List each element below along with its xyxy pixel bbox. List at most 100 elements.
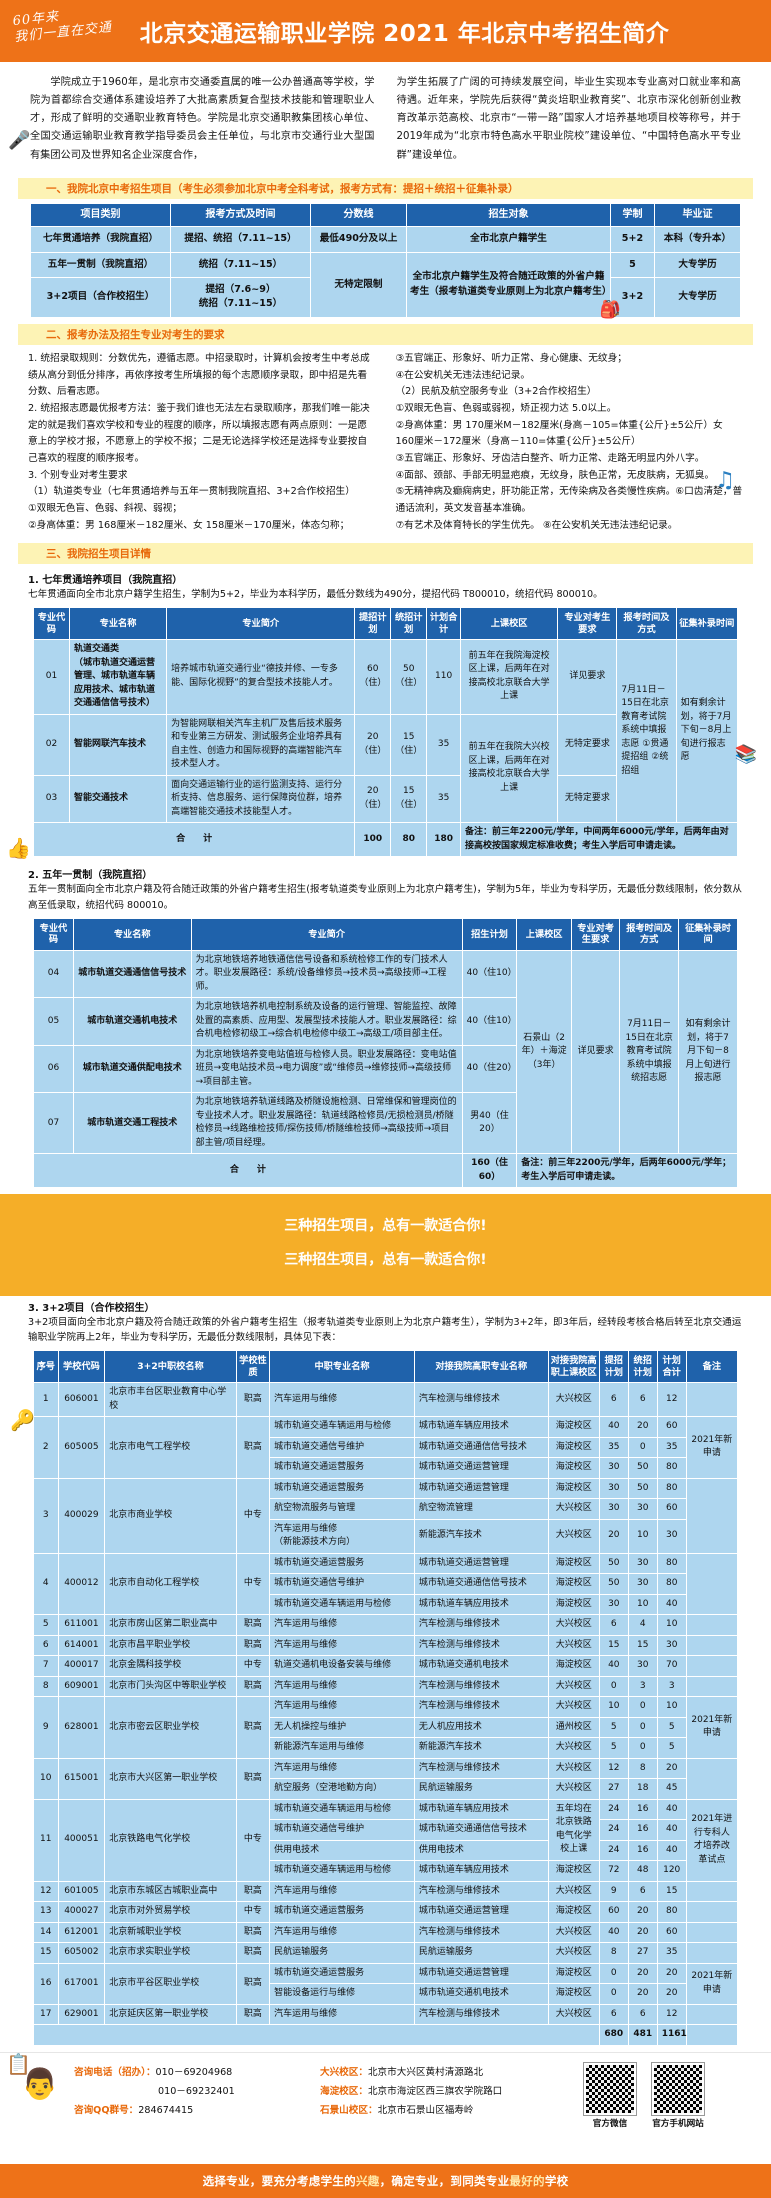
table-cell: 中专 <box>235 1901 271 1923</box>
table-cell: 3 <box>33 1477 59 1554</box>
table-cell <box>685 1901 739 1923</box>
table-cell: 职高 <box>235 1921 271 1944</box>
table-cell: 24 <box>598 1839 629 1862</box>
table-cell: 7月11日－15日在北京教育考试院系统中填报统招志愿 <box>619 949 680 1155</box>
table-cell: 11 <box>33 1798 59 1882</box>
table-cell: 合 计 <box>33 1153 463 1189</box>
table-cell: 职高 <box>235 1416 271 1479</box>
table-cell: 职高 <box>235 1696 271 1759</box>
table-cell: 40 <box>598 1655 629 1677</box>
table-cell <box>685 2024 739 2046</box>
table-cell: 北京市商业学校 <box>104 1477 237 1554</box>
table-cell: 16 <box>627 1819 658 1841</box>
table-cell: 20 <box>627 1416 658 1438</box>
table-cell: 160（住60） <box>461 1153 518 1189</box>
table-cell: 30 <box>656 1518 687 1554</box>
table-cell: 中专 <box>235 1552 271 1616</box>
table-cell: 城市轨道交通通信信号技术 <box>413 1436 549 1459</box>
table-cell: 汽车检测与维修技术 <box>413 1675 549 1698</box>
table-cell: 民航运输服务 <box>413 1942 549 1964</box>
table-cell: 本科（专升本） <box>654 226 741 253</box>
requirement-line: 1. 统招录取规则：分数优先，遵循志愿。中招录取时，计算机会按考生中考总成绩从高… <box>28 352 370 398</box>
table-cell: 五年均在北京铁路电气化学校上课 <box>547 1798 600 1862</box>
bottom-post: 学校 <box>544 2173 569 2188</box>
table-cell: 汽车运用与维修 <box>269 1382 415 1418</box>
table-cell: 0 <box>598 1675 629 1698</box>
table-cell: 400017 <box>57 1655 106 1677</box>
table-cell: 40 <box>656 1839 687 1862</box>
table-cell: 详见要求 <box>570 949 621 1155</box>
requirement-line: ①双眼无色盲、色弱、斜视、弱视； <box>28 503 182 515</box>
table-cell: 16 <box>627 1798 658 1821</box>
table-cell: 30 <box>627 1655 658 1677</box>
table-cell: 无人机操控与维护 <box>269 1716 415 1739</box>
table-cell: 北京金隅科技学校 <box>104 1655 237 1677</box>
table-cell: 20 <box>656 1757 687 1780</box>
table-cell: 80 <box>656 1477 687 1500</box>
table-cell: 24 <box>598 1819 629 1841</box>
table-cell: 大兴校区 <box>547 2003 600 2026</box>
school-row: 12 601005 北京市东城区古城职业高中 职高 汽车运用与维修 汽车检测与维修技术 大兴… <box>33 1880 739 1903</box>
table-cell: 职高 <box>235 1757 271 1800</box>
table-row: 七年贯通培养（我院直招） 提招、统招（7.11~15） 最低490分及以上 全市北京户… <box>30 226 741 253</box>
table-cell: 40 <box>656 1798 687 1821</box>
table-cell: 617001 <box>57 1962 106 2005</box>
table-cell: 提招、统招（7.11~15） <box>170 226 311 253</box>
table-cell <box>685 1634 739 1657</box>
table-cell: 15 <box>598 1634 629 1657</box>
table-cell: 为北京地铁培养变电站值班与检修人员。职业发展路径：变电站值班员→变电站技术员→电… <box>190 1044 463 1094</box>
table-cell: 城市轨道交通通信信号技术 <box>72 949 192 999</box>
phone-2[interactable]: 010－69232401 <box>158 2085 235 2097</box>
table-cell: 01 <box>33 639 70 715</box>
total-row: 合 计 100 80 180 备注：前三年2200元/学年，中间两年6000元/学年，后… <box>32 822 738 858</box>
school-row: 11 400051 北京铁路电气化学校 中专 城市轨道交通车辆运用与检修 城市轨道车辆应用… <box>33 1798 739 1882</box>
page-title: 北京交通运输职业学院 2021 年北京中考招生简介 <box>139 21 670 47</box>
column-header: 对接我院高职专业名称 <box>413 1350 549 1384</box>
table-cell: 汽车检测与维修技术 <box>413 2003 549 2026</box>
table-cell: 48 <box>627 1860 658 1882</box>
table-cell: 通州校区 <box>547 1716 600 1739</box>
table-cell: 15（住） <box>390 774 428 824</box>
table-cell: 大专学历 <box>654 251 741 279</box>
table-row: 3+2项目（合作校招生） 提招（7.6~9） 统招（7.11~15） 3+2 大专学历 <box>30 277 741 318</box>
table-cell: 城市轨道交通供配电技术 <box>72 1044 192 1094</box>
table-cell: 合 计 <box>32 822 356 858</box>
column-header: 报考方式及时间 <box>170 202 311 228</box>
table-cell: 50 <box>598 1573 629 1595</box>
table-body: 04 城市轨道交通通信信号技术 为北京地铁培养地铁通信信号设备和系统检修工作的专门技… <box>33 949 738 1189</box>
intro-text-left: 学院成立于1960年，是北京市交通委直属的唯一公办普通高等学校，学院为首都综合交… <box>30 77 375 161</box>
table-cell: 20 <box>627 1983 658 2005</box>
table-cell: 40（住10） <box>461 997 518 1046</box>
table-cell: 20 <box>598 1518 629 1554</box>
table-cell: 20 <box>627 1901 658 1923</box>
section-3-banner: 三、我院招生项目详情 <box>18 543 753 565</box>
table-cell: 10 <box>33 1757 59 1800</box>
column-header: 序号 <box>33 1350 59 1384</box>
table-cell: 前五年在我院大兴校区上课，后两年在对接高校北京联合大学上课 <box>459 713 559 824</box>
table-header-row: 项目类别 报考方式及时间 分数线 招生对象 学制 毕业证 <box>30 202 741 228</box>
table-cell: 606001 <box>57 1382 106 1418</box>
table-cell: 城市轨道交通运营管理 <box>413 1457 549 1479</box>
table-cell: 614001 <box>57 1634 106 1657</box>
table-cell: 北京延庆区第一职业学校 <box>104 2003 237 2026</box>
campus-address: 石景山校区：北京市石景山区福寿岭 <box>320 2101 570 2120</box>
program-row: 02 智能网联汽车技术 为智能网联相关汽车主机厂及售后技术服务和专业第三方研发、测试… <box>33 713 738 824</box>
table-cell: 备注：前三年2200元/学年，中间两年6000元/学年，后两年由对接高校按国家规… <box>460 822 738 858</box>
table-cell: 汽车运用与维修 <box>269 1757 415 1780</box>
table-cell: 北京铁路电气化学校 <box>104 1798 237 1882</box>
table-cell: 如有剩余计划，将于7月下旬－8月上旬进行报志愿 <box>675 639 739 824</box>
subsection-2-title: 2. 五年一贯制（我院直招） <box>28 870 153 882</box>
table-cell <box>685 1880 739 1903</box>
school-row: 13 400027 北京市对外贸易学校 中专 城市轨道交通运营服务 城市轨道交通运营管理海… <box>33 1901 739 1923</box>
table-cell: 汽车运用与维修 （新能源技术方向） <box>269 1518 415 1554</box>
table-cell: 612001 <box>57 1921 106 1944</box>
program-row: 01 轨道交通类 （城市轨道交通运营管理、城市轨道车辆应用技术、城市轨道交通通信信号… <box>33 639 739 824</box>
footer-section: 👨 咨询电话（招办）：010－69204968 010－69232401 咨询Q… <box>0 2051 771 2164</box>
table-cell: 80 <box>656 1552 687 1575</box>
bottom-slogan-bar: 选择专业，要充分考虑学生的兴趣，确定专业，到同类专业最好的学校 <box>0 2163 771 2198</box>
table-cell: 07 <box>33 1092 74 1155</box>
table-cell: 400029 <box>57 1477 106 1554</box>
table-cell: 50 <box>627 1477 658 1500</box>
calligraphy-logo: 60年来 我们一直在交通 <box>5 0 120 65</box>
campus-label: 大兴校区： <box>320 2066 368 2078</box>
